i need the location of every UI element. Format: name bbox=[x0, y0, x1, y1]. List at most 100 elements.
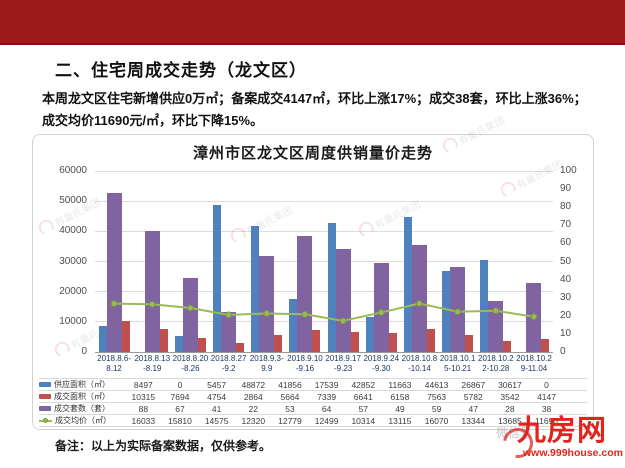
x-axis-labels: 2018.8.6-8.12 2018.8.13-8.19 2018.8.20-8.2… bbox=[95, 354, 553, 374]
table-values: 10315 7694 4754 2864 5664 7339 6641 6158 7563 578… bbox=[125, 392, 587, 402]
bar-supply-area bbox=[289, 299, 298, 352]
x-axis-line bbox=[95, 351, 553, 353]
table-cell: 49 bbox=[395, 403, 405, 414]
bar-units-sold bbox=[488, 301, 504, 352]
table-cell: 41856 bbox=[278, 379, 302, 390]
bar-sold-area bbox=[274, 334, 283, 352]
y-axis-left-label: 0 bbox=[81, 346, 87, 357]
table-cell: 48872 bbox=[241, 379, 266, 390]
bar-supply-area bbox=[365, 316, 374, 352]
x-axis-label: 2018.10.15-10.21 bbox=[439, 354, 476, 373]
table-cell: 6641 bbox=[353, 391, 373, 402]
gridline bbox=[95, 200, 553, 202]
table-cell: 11690 bbox=[535, 415, 559, 426]
y-axis-right-label: 70 bbox=[560, 219, 572, 231]
x-axis-label: 2018.9.24-9.30 bbox=[363, 354, 400, 373]
bar-supply-area bbox=[327, 222, 336, 352]
series-name: 供应面积（㎡） bbox=[54, 380, 110, 389]
y-axis-right-label: 60 bbox=[560, 237, 572, 249]
legend-line-icon bbox=[39, 418, 52, 423]
table-cell: 38 bbox=[541, 403, 552, 414]
table-cell: 67 bbox=[175, 403, 185, 414]
brand-logo: 九房网 bbox=[517, 415, 608, 447]
table-cell: 4754 bbox=[207, 391, 227, 402]
table-cell: 10315 bbox=[131, 391, 156, 402]
gridline bbox=[95, 321, 553, 323]
table-values: 8497 0 5457 48872 41856 17539 42852 11663 44613 2… bbox=[125, 380, 587, 390]
bar-sold-area bbox=[350, 331, 359, 352]
summary-line-2: 成交均价11690元/㎡，环比下降15%。 bbox=[42, 113, 264, 129]
table-cell: 10314 bbox=[351, 415, 376, 426]
table-cell: 26867 bbox=[461, 379, 486, 390]
gridline bbox=[95, 230, 553, 232]
bar-sold-area bbox=[503, 341, 512, 352]
bar-supply-area bbox=[442, 270, 450, 352]
y-axis-right-label: 50 bbox=[560, 255, 572, 267]
bar-units-sold bbox=[373, 263, 389, 352]
y-axis-left-label: 30000 bbox=[59, 255, 87, 267]
price-line bbox=[110, 300, 538, 325]
table-cell: 42852 bbox=[351, 379, 376, 390]
table-cell: 4147 bbox=[537, 391, 556, 402]
y-axis-left-label: 50000 bbox=[59, 195, 87, 207]
table-row: 成交均价（㎡） 16033 15810 14575 12320 12779 12499 103… bbox=[39, 414, 587, 426]
table-cell: 22 bbox=[248, 403, 259, 414]
gridline bbox=[95, 170, 553, 172]
bar-sold-area bbox=[541, 339, 550, 352]
bar-supply-area bbox=[403, 217, 412, 352]
series-name: 成交面积（㎡） bbox=[54, 392, 110, 401]
table-cell: 14575 bbox=[204, 415, 229, 426]
table-cell: 5782 bbox=[463, 391, 483, 402]
table-cell: 53 bbox=[285, 403, 295, 414]
table-cell: 12499 bbox=[314, 415, 339, 426]
bar-units-sold bbox=[221, 312, 236, 352]
x-axis-label: 2018.9.10-9.16 bbox=[287, 354, 323, 373]
table-cell: 16070 bbox=[424, 415, 449, 426]
table-row: 成交套数（套） 88 67 41 22 53 64 57 49 59 47 28 38 bbox=[39, 402, 587, 414]
bar-units-sold bbox=[259, 256, 275, 352]
table-cell: 12320 bbox=[241, 415, 266, 426]
brand-url: www.999house.com bbox=[523, 447, 623, 459]
note-text: 备注：以上为实际备案数据，仅供参考。 bbox=[55, 439, 272, 453]
table-cell: 0 bbox=[177, 379, 183, 390]
bar-sold-area bbox=[426, 329, 435, 352]
bar-supply-area bbox=[98, 326, 107, 352]
series-label: 成交套数（套） bbox=[39, 403, 125, 414]
bar-units-sold bbox=[182, 277, 198, 352]
bar-sold-area bbox=[121, 320, 130, 352]
table-cell: 13344 bbox=[461, 415, 486, 426]
bar-sold-area bbox=[236, 343, 244, 352]
table-cell: 16033 bbox=[131, 415, 156, 426]
bar-units-sold bbox=[106, 192, 122, 352]
x-axis-label: 2018.10.22-10.28 bbox=[478, 354, 514, 373]
table-cell: 17539 bbox=[314, 379, 339, 390]
y-axis-left-label: 60000 bbox=[59, 165, 87, 176]
series-label: 成交均价（㎡） bbox=[39, 415, 125, 426]
table-cell: 5664 bbox=[280, 391, 300, 402]
table-cell: 12779 bbox=[278, 415, 302, 426]
table-cell: 57 bbox=[358, 403, 368, 414]
bar-supply-area bbox=[174, 335, 183, 352]
table-cell: 15810 bbox=[168, 415, 192, 426]
table-cell: 44613 bbox=[424, 379, 449, 390]
x-axis-label: 2018.9.17-9.23 bbox=[325, 354, 361, 373]
table-cell: 30617 bbox=[498, 379, 522, 390]
section-title: 二、住宅周成交走势（龙文区） bbox=[55, 61, 307, 80]
legend-swatch-icon bbox=[39, 382, 51, 387]
legend-swatch-icon bbox=[39, 406, 51, 411]
bar-supply-area bbox=[213, 204, 221, 352]
summary-line-1: 本周龙文区住宅新增供应0万㎡；备案成交4147㎡，环比上涨17%；成交38套，环… bbox=[42, 91, 587, 106]
bar-supply-area bbox=[480, 259, 489, 352]
chart-plot bbox=[95, 170, 553, 353]
series-name: 成交套数（套） bbox=[54, 404, 110, 413]
table-cell: 59 bbox=[431, 403, 442, 414]
x-axis-label: 2018.9.3-9.9 bbox=[249, 354, 284, 373]
y-axis-left-label: 10000 bbox=[59, 315, 87, 327]
table-cell: 7694 bbox=[170, 391, 190, 402]
table-cell: 5457 bbox=[207, 379, 227, 390]
x-axis-label: 2018.8.27-9.2 bbox=[210, 354, 247, 373]
table-cell: 13685 bbox=[498, 415, 522, 426]
chart-box: 漳州市区龙文区周度供销量价走势 2018.8.6-8.12 2018.8.13-8… bbox=[32, 134, 594, 430]
gridline bbox=[95, 261, 553, 262]
